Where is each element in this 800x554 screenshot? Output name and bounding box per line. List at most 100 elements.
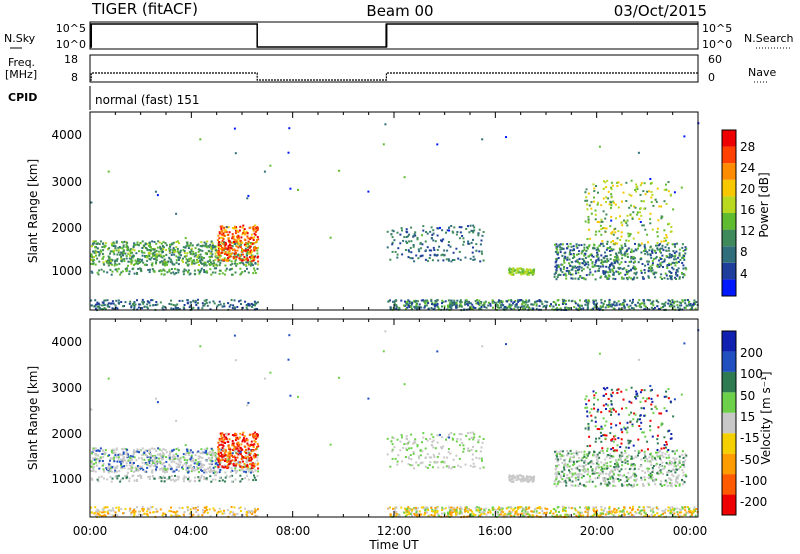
echo-cell — [257, 263, 260, 266]
echo-cell — [455, 233, 458, 236]
echo-cell — [185, 468, 188, 471]
echo-cell — [499, 513, 502, 516]
echo-cell — [693, 506, 696, 509]
echo-cell — [497, 300, 500, 303]
echo-cell — [601, 263, 604, 266]
echo-cell — [647, 299, 650, 302]
echo-cell — [140, 457, 143, 459]
echo-cell — [434, 299, 437, 302]
echo-cell — [149, 456, 152, 459]
echo-cell — [148, 464, 151, 467]
echo-cell — [594, 278, 597, 281]
echo-cell — [458, 250, 461, 253]
echo-cell — [634, 510, 637, 513]
echo-cell — [114, 247, 117, 250]
echo-cell — [245, 258, 248, 261]
echo-cell — [166, 263, 169, 266]
echo-cell — [194, 301, 197, 304]
echo-cell — [251, 510, 254, 513]
echo-cell — [222, 259, 225, 262]
echo-cell — [509, 272, 512, 275]
echo-cell — [617, 251, 620, 254]
echo-cell — [382, 143, 385, 146]
echo-cell — [389, 515, 392, 518]
echo-cell — [594, 510, 597, 513]
echo-cell — [445, 258, 448, 261]
echo-cell — [103, 510, 106, 513]
echo-cell — [430, 307, 433, 309]
echo-cell — [155, 508, 158, 510]
echo-cell — [522, 301, 524, 304]
echo-cell — [493, 508, 495, 511]
echo-cell — [412, 244, 415, 246]
echo-cell — [584, 510, 587, 513]
echo-cell — [670, 278, 673, 281]
echo-cell — [608, 303, 611, 306]
echo-cell — [130, 464, 133, 467]
echo-cell — [393, 239, 396, 242]
echo-cell — [594, 303, 597, 306]
echo-cell — [134, 510, 137, 513]
echo-cell — [413, 260, 416, 263]
echo-cell — [525, 299, 528, 302]
echo-cell — [511, 268, 514, 270]
echo-cell — [671, 299, 674, 302]
echo-cell — [458, 304, 461, 307]
echo-cell — [194, 299, 197, 302]
echo-cell — [185, 261, 188, 264]
echo-cell — [424, 508, 427, 511]
echo-cell — [483, 508, 486, 511]
echo-cell — [111, 244, 114, 247]
echo-cell — [591, 261, 594, 264]
echo-cell — [202, 262, 205, 265]
echo-cell — [207, 245, 210, 248]
echo-cell — [243, 238, 246, 241]
echo-cell — [113, 260, 116, 263]
echo-cell — [569, 242, 572, 245]
echo-cell — [173, 458, 176, 460]
echo-cell — [228, 243, 231, 246]
echo-cell — [257, 453, 259, 456]
echo-cell — [514, 512, 517, 515]
echo-cell — [204, 451, 207, 454]
echo-cell — [252, 247, 255, 250]
echo-cell — [200, 448, 203, 451]
echo-cell — [244, 477, 246, 480]
echo-cell — [495, 511, 498, 514]
echo-cell — [104, 451, 107, 454]
echo-cell — [485, 513, 488, 516]
echo-cell — [216, 250, 219, 253]
echo-cell — [122, 452, 125, 455]
echo-cell — [224, 258, 227, 261]
echo-cell — [175, 261, 178, 264]
echo-cell — [405, 508, 408, 511]
echo-cell — [172, 448, 175, 451]
nave-tick-low: 0 — [708, 71, 715, 84]
echo-cell — [556, 248, 559, 251]
echo-cell — [554, 243, 556, 246]
echo-cell — [212, 471, 215, 474]
echo-cell — [555, 278, 558, 281]
echo-cell — [170, 268, 173, 270]
echo-cell — [668, 512, 671, 515]
echo-cell — [138, 457, 140, 460]
echo-cell — [254, 431, 257, 434]
echo-cell — [625, 270, 628, 273]
echo-cell — [610, 262, 613, 265]
echo-cell — [681, 246, 684, 249]
echo-cell — [231, 233, 234, 235]
echo-cell — [532, 307, 535, 310]
echo-cell — [244, 258, 247, 261]
echo-cell — [218, 444, 221, 447]
echo-cell — [226, 454, 229, 457]
echo-cell — [106, 259, 109, 262]
echo-cell — [116, 253, 119, 256]
echo-cell — [229, 263, 232, 266]
echo-cell — [561, 298, 564, 301]
echo-cell — [107, 264, 110, 267]
echo-cell — [423, 300, 426, 303]
echo-cell — [132, 463, 135, 466]
echo-cell — [610, 219, 613, 222]
echo-cell — [185, 241, 188, 244]
echo-cell — [155, 510, 157, 513]
